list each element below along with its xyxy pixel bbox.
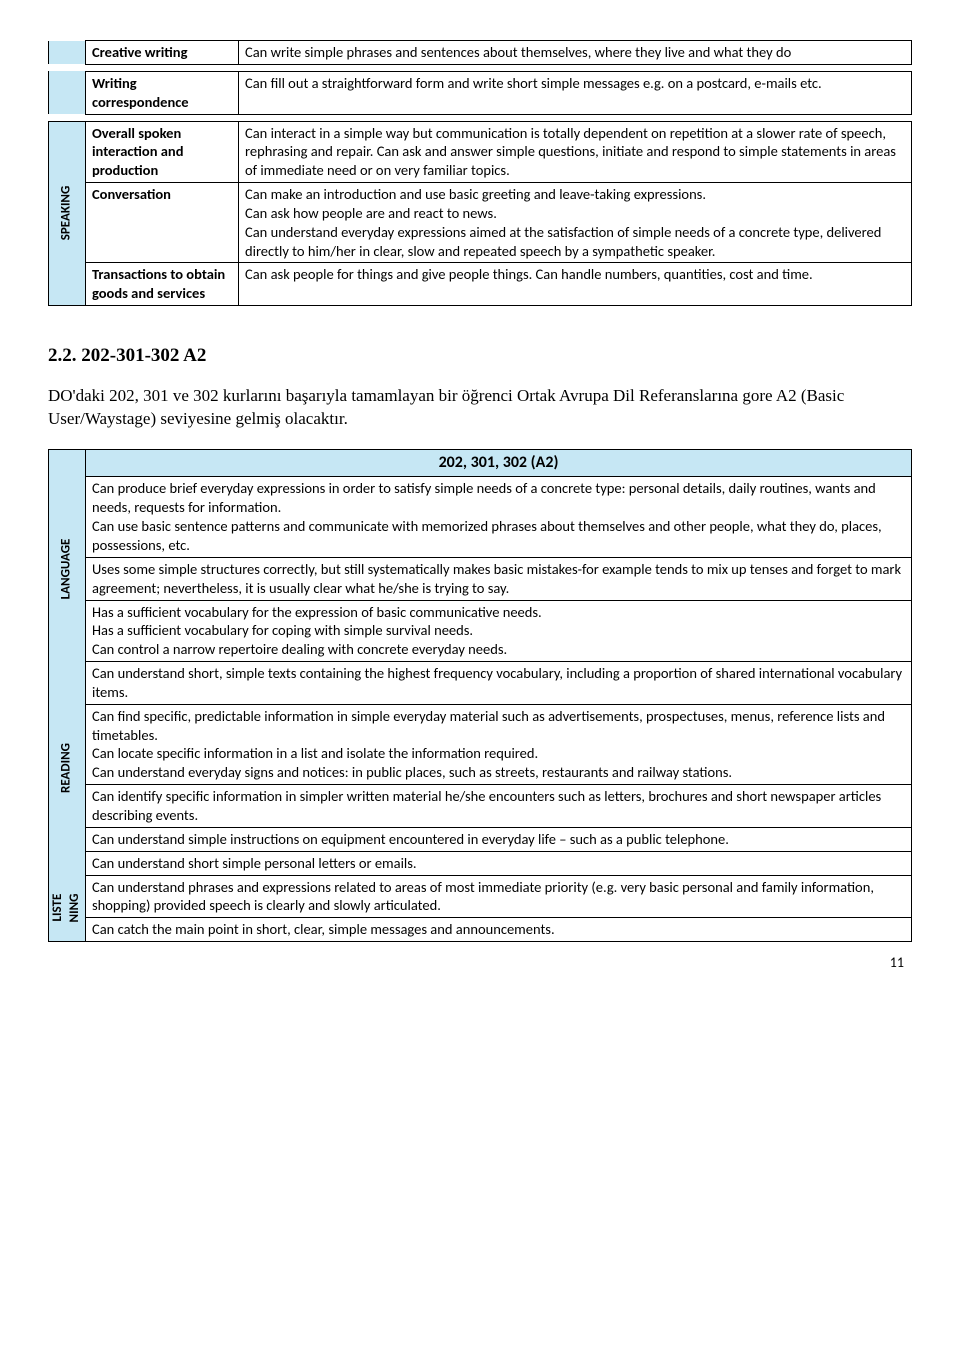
table-row: Can understand simple instructions on eq… <box>49 827 912 851</box>
table-row: Conversation Can make an introduction an… <box>49 183 912 263</box>
table-row: Creative writing Can write simple phrase… <box>49 41 912 65</box>
descriptor-cell: Can understand short simple personal let… <box>86 851 912 875</box>
descriptor-cell: Has a sufficient vocabulary for the expr… <box>86 600 912 662</box>
table-row: SPEAKING Overall spoken interaction and … <box>49 121 912 183</box>
page-container: Creative writing Can write simple phrase… <box>48 40 912 942</box>
category-column-reading: READING <box>49 662 86 875</box>
descriptor-cell: Can identify specific information in sim… <box>86 785 912 828</box>
a2-table: 202, 301, 302 (A2) LANGUAGE Can produce … <box>48 449 912 942</box>
table-row: Can understand short simple personal let… <box>49 851 912 875</box>
category-column-empty <box>49 41 86 65</box>
descriptor-cell: Can understand phrases and expressions r… <box>86 875 912 918</box>
descriptor-cell: Can understand simple instructions on eq… <box>86 827 912 851</box>
skill-description: Can write simple phrases and sentences a… <box>239 41 912 65</box>
category-column-empty <box>49 71 86 114</box>
section-heading: 2.2. 202-301-302 A2 <box>48 344 912 369</box>
table-row: Can catch the main point in short, clear… <box>49 918 912 942</box>
table-row: Writing correspondence Can fill out a st… <box>49 71 912 114</box>
skill-description: Can interact in a simple way but communi… <box>239 121 912 183</box>
skill-label: Transactions to obtain goods and service… <box>86 263 239 306</box>
skill-label: Creative writing <box>86 41 239 65</box>
table-header: 202, 301, 302 (A2) <box>86 449 912 477</box>
writing-table-1: Creative writing Can write simple phrase… <box>48 40 912 65</box>
table-header-row: 202, 301, 302 (A2) <box>49 449 912 477</box>
category-column-blank <box>49 449 86 477</box>
descriptor-cell: Can find specific, predictable informati… <box>86 704 912 784</box>
category-column-listening: LISTE NING <box>49 875 86 942</box>
skill-label: Conversation <box>86 183 239 263</box>
descriptor-cell: Uses some simple structures correctly, b… <box>86 557 912 600</box>
table-row: LISTE NING Can understand phrases and ex… <box>49 875 912 918</box>
table-row: Can find specific, predictable informati… <box>49 704 912 784</box>
category-label: READING <box>59 743 76 793</box>
category-column-language: LANGUAGE <box>49 477 86 662</box>
section-paragraph: DO'daki 202, 301 ve 302 kurlarını başarı… <box>48 385 912 431</box>
descriptor-cell: Can produce brief everyday expressions i… <box>86 477 912 557</box>
table-row: Uses some simple structures correctly, b… <box>49 557 912 600</box>
table-row: READING Can understand short, simple tex… <box>49 662 912 705</box>
category-column-speaking: SPEAKING <box>49 121 86 306</box>
category-label: LISTE NING <box>50 894 84 923</box>
skill-label: Writing correspondence <box>86 71 239 114</box>
skill-description: Can ask people for things and give peopl… <box>239 263 912 306</box>
skill-description: Can fill out a straightforward form and … <box>239 71 912 114</box>
skill-description: Can make an introduction and use basic g… <box>239 183 912 263</box>
descriptor-cell: Can understand short, simple texts conta… <box>86 662 912 705</box>
category-label: SPEAKING <box>59 186 76 241</box>
descriptor-cell: Can catch the main point in short, clear… <box>86 918 912 942</box>
table-row: Can identify specific information in sim… <box>49 785 912 828</box>
writing-table-2: Writing correspondence Can fill out a st… <box>48 71 912 115</box>
table-row: Has a sufficient vocabulary for the expr… <box>49 600 912 662</box>
table-row: LANGUAGE Can produce brief everyday expr… <box>49 477 912 557</box>
category-label: LANGUAGE <box>59 539 76 600</box>
skill-label: Overall spoken interaction and productio… <box>86 121 239 183</box>
page-number: 11 <box>890 954 904 972</box>
table-row: Transactions to obtain goods and service… <box>49 263 912 306</box>
speaking-table: SPEAKING Overall spoken interaction and … <box>48 121 912 307</box>
